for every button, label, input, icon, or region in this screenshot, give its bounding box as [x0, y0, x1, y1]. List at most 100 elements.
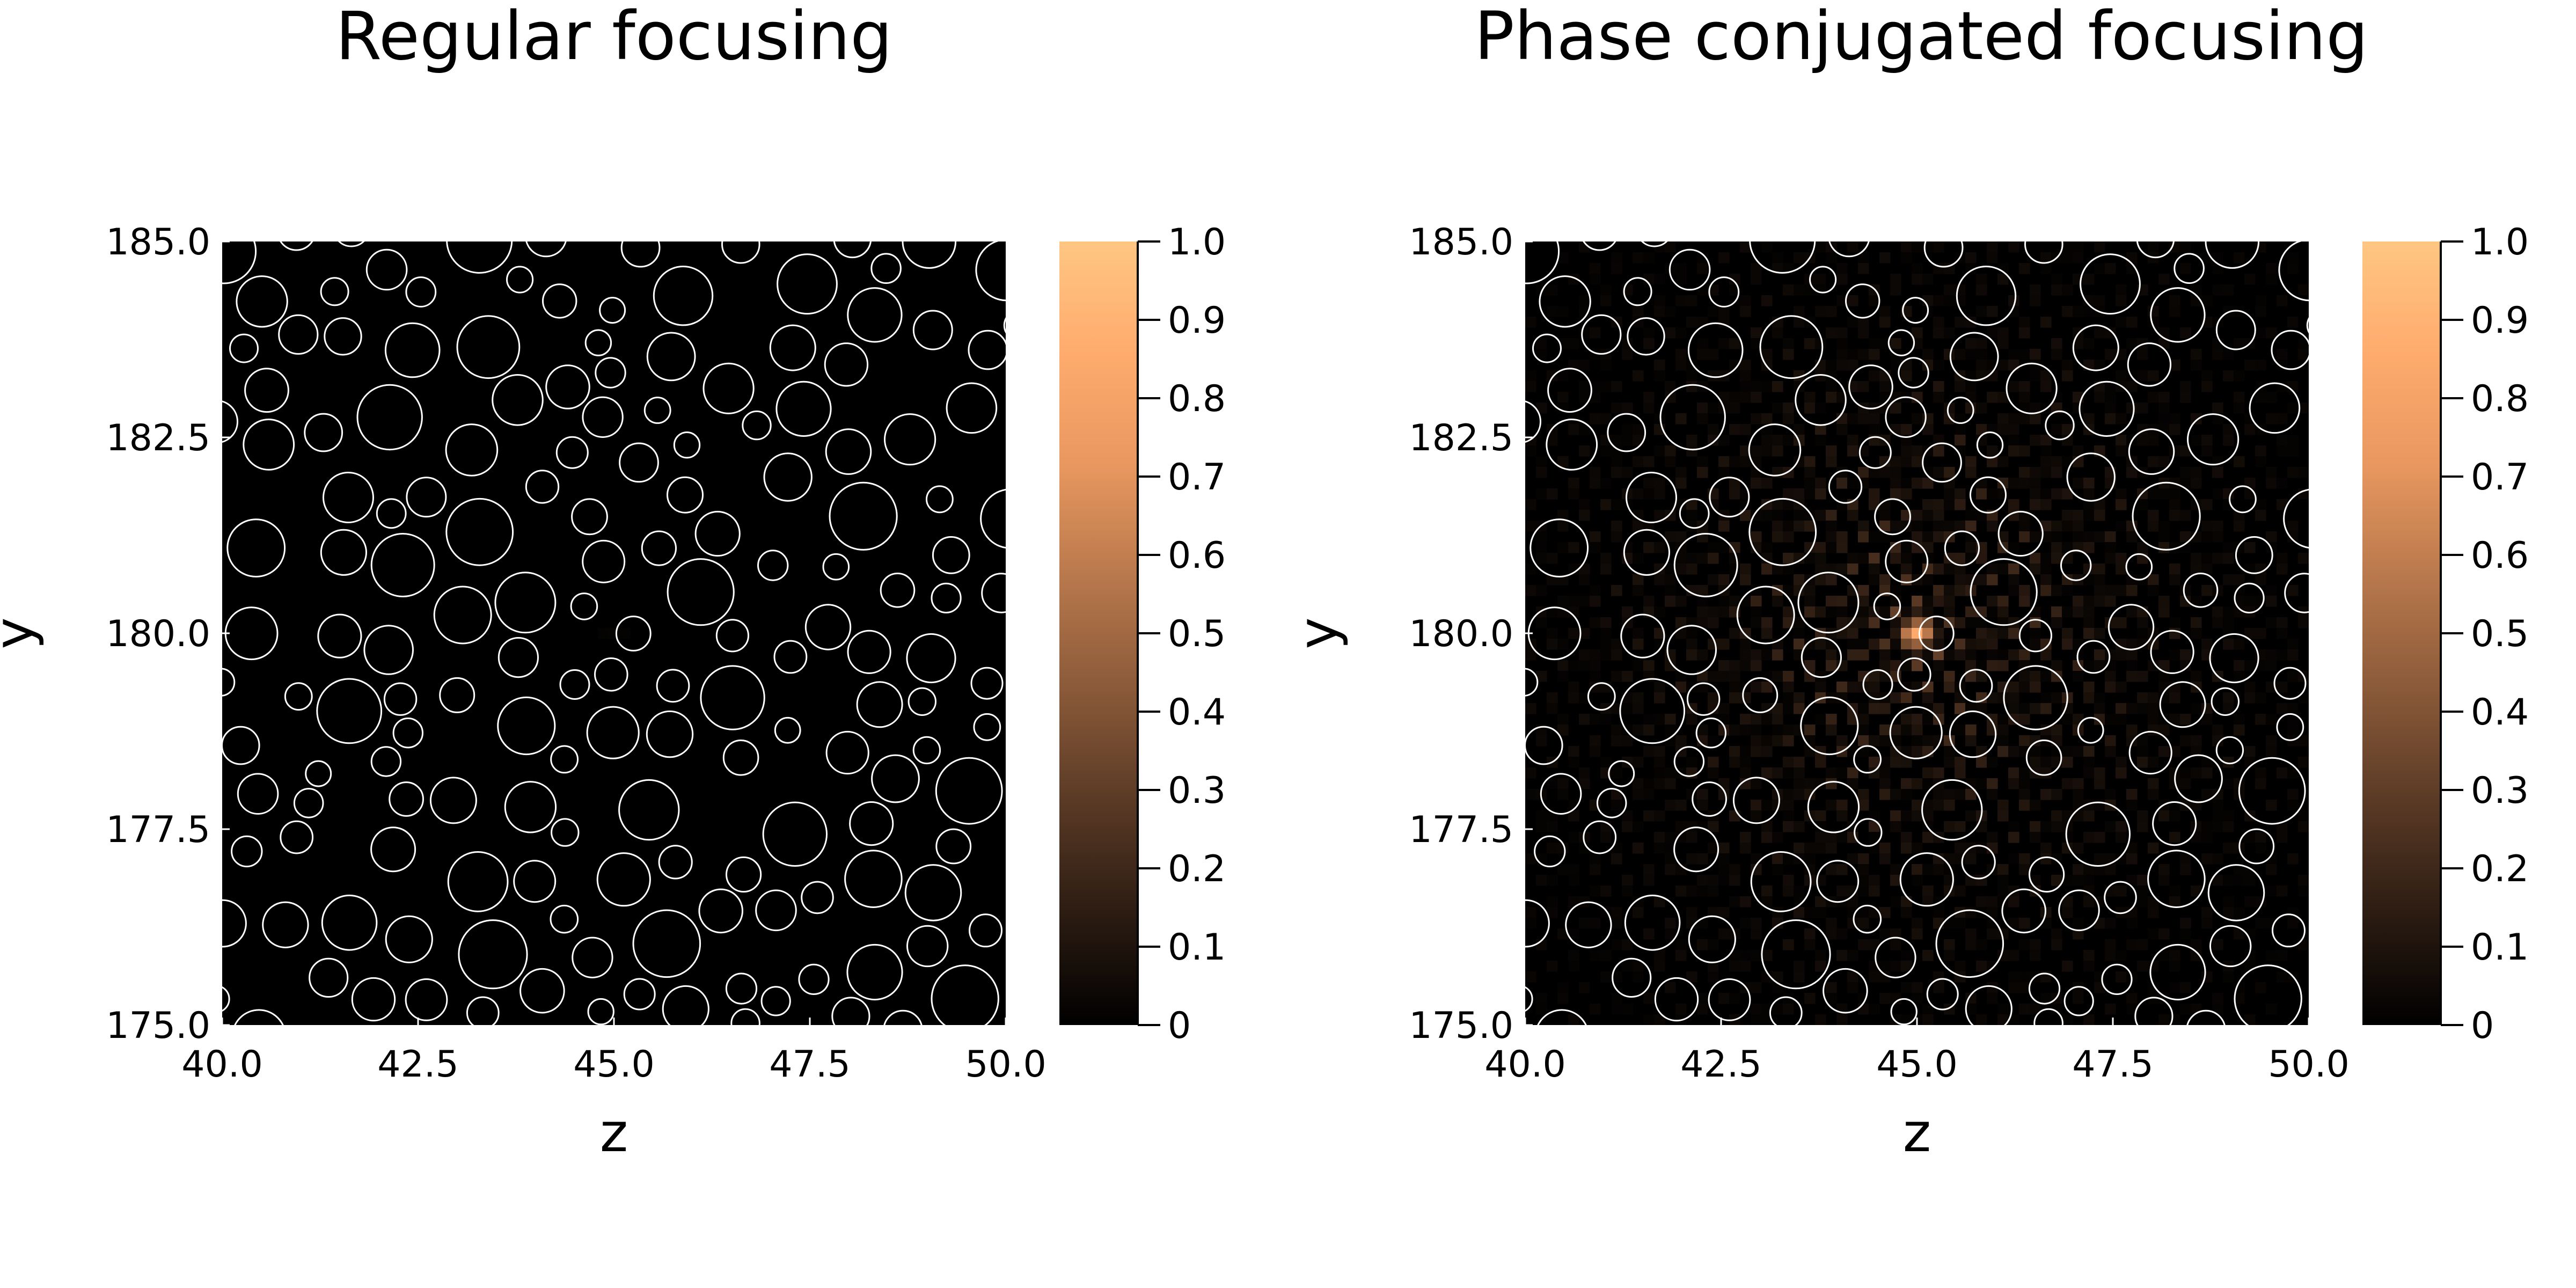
scatterer-circle: [1862, 669, 1893, 700]
scatterer-circle: [871, 754, 920, 803]
field-cell: [1836, 810, 1848, 822]
scatterer-circle: [1612, 957, 1652, 998]
field-cell: [1826, 660, 1837, 671]
field-cell: [1686, 553, 1697, 564]
field-cell: [1847, 478, 1858, 489]
field-cell: [2137, 639, 2148, 650]
field-cell: [1718, 907, 1730, 918]
field-cell: [1665, 832, 1676, 843]
field-cell: [2094, 896, 2105, 908]
field-cell: [2277, 767, 2288, 779]
field-cell: [1879, 252, 1891, 264]
field-cell: [2298, 692, 2309, 704]
field-cell: [1611, 993, 1622, 1004]
scatterer-circle: [774, 716, 801, 744]
field-cell: [1708, 757, 1719, 768]
field-cell: [1633, 456, 1644, 467]
field-cell: [1579, 843, 1590, 854]
field-cell: [2105, 402, 2116, 414]
field-cell: [1665, 564, 1676, 575]
field-cell: [1761, 1014, 1773, 1025]
field-cell: [2073, 928, 2084, 940]
field-cell: [1686, 628, 1697, 639]
field-cell: [1944, 853, 1955, 865]
scatterer-circle: [222, 899, 247, 948]
field-cell: [2169, 424, 2180, 435]
field-cell: [1536, 456, 1547, 467]
field-cell: [2287, 252, 2299, 264]
field-cell: [2083, 810, 2095, 822]
field-cell: [2244, 1014, 2256, 1025]
field-cell: [1847, 445, 1858, 457]
field-cell: [2094, 918, 2105, 929]
scatterer-circle: [2127, 342, 2172, 387]
field-cell: [2277, 435, 2288, 446]
scatterer-circle: [550, 745, 579, 774]
field-cell: [1654, 274, 1665, 285]
field-cell: [1836, 885, 1848, 897]
field-cell: [1869, 639, 1880, 650]
field-cell: [1633, 628, 1644, 639]
field-cell: [1794, 370, 1805, 382]
field-cell: [1675, 596, 1687, 607]
scatterer-circle: [1961, 845, 1996, 880]
scatterer-circle: [2186, 1009, 2226, 1025]
field-cell: [1847, 585, 1858, 596]
field-cell: [2008, 971, 2019, 983]
field-cell: [1987, 918, 1998, 929]
field-cell: [1611, 445, 1622, 457]
field-cell: [2287, 789, 2299, 800]
field-cell: [1708, 735, 1719, 747]
field-cell: [1633, 252, 1644, 264]
field-cell: [2019, 703, 2030, 714]
field-cell: [1740, 896, 1751, 908]
field-cell: [1622, 402, 1633, 414]
field-cell: [1665, 306, 1676, 317]
field-cell: [2030, 703, 2041, 714]
field-cell: [2040, 692, 2052, 704]
field-cell: [1847, 767, 1858, 779]
scatterer-circle: [1885, 539, 1929, 583]
field-cell: [2126, 317, 2138, 328]
field-cell: [2094, 800, 2105, 811]
scatterer-circle: [1759, 315, 1824, 379]
field-cell: [1751, 928, 1762, 940]
field-cell: [2083, 692, 2095, 704]
field-cell: [2008, 703, 2019, 714]
field-cell: [1568, 628, 1579, 639]
field-cell: [1912, 521, 1923, 532]
scatterer-circle: [559, 669, 590, 700]
field-cell: [2266, 531, 2277, 543]
colorbar-tick-label: 1.0: [1168, 221, 1226, 264]
field-cell: [2244, 424, 2256, 435]
scatterer-circle: [1709, 477, 1750, 518]
field-cell: [2073, 241, 2084, 253]
field-cell: [1751, 853, 1762, 865]
field-cell: [1783, 735, 1794, 747]
field-cell: [2277, 821, 2288, 832]
field-cell: [1933, 982, 1944, 993]
field-cell: [1836, 864, 1848, 875]
field-cell: [1987, 649, 1998, 661]
field-cell: [1751, 918, 1762, 929]
field-cell: [1611, 467, 1622, 478]
field-cell: [1901, 746, 1912, 757]
scatterer-circle: [1875, 936, 1916, 979]
field-cell: [1965, 907, 1977, 918]
field-cell: [2255, 510, 2266, 521]
scatterer-circle: [2006, 362, 2058, 414]
scatterer-circle: [370, 533, 435, 597]
field-cell: [1912, 800, 1923, 811]
field-cell: [1761, 649, 1773, 661]
field-cell: [1933, 896, 1944, 908]
field-cell: [1643, 327, 1655, 339]
field-cell: [1804, 456, 1816, 467]
field-cell: [1922, 810, 1934, 822]
field-cell: [2255, 982, 2266, 993]
field-cell: [1901, 564, 1912, 575]
scatterer-circle: [2134, 997, 2174, 1025]
field-cell: [1858, 327, 1869, 339]
field-cell: [1826, 628, 1837, 639]
field-cell: [1826, 606, 1837, 618]
field-cell: [1794, 885, 1805, 897]
